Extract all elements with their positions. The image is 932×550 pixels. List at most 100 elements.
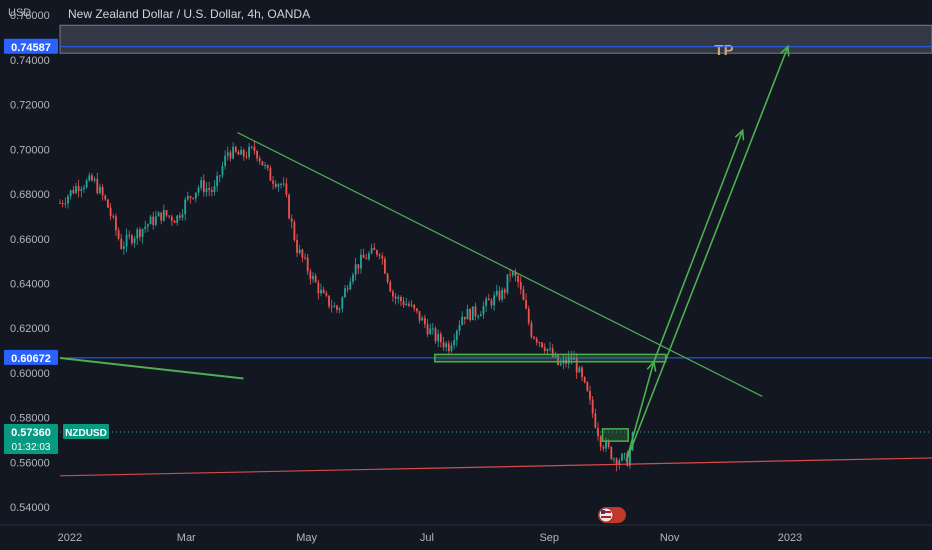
candle-body <box>538 342 541 344</box>
countdown-label: 01:32:03 <box>12 442 51 453</box>
candles <box>59 140 634 472</box>
candle-body <box>264 165 266 167</box>
candle-body <box>317 282 320 294</box>
candle-body <box>349 281 352 290</box>
candle-body <box>208 188 211 191</box>
candle-body <box>224 155 227 167</box>
candle-body <box>91 175 93 181</box>
candle-body <box>274 183 277 187</box>
candle-body <box>192 197 195 199</box>
candle-body <box>288 194 290 219</box>
candle-body <box>162 210 165 221</box>
candle-body <box>479 314 482 317</box>
candle-body <box>615 458 618 465</box>
candle-body <box>282 183 285 185</box>
candle-body <box>205 188 208 193</box>
candle-body <box>586 382 589 392</box>
candle-body <box>67 196 69 204</box>
candle-body <box>344 288 346 298</box>
descending-resistance-line <box>237 132 763 397</box>
candle-body <box>320 289 322 294</box>
candle-body <box>605 441 607 449</box>
candle-body <box>439 333 442 343</box>
candle-body <box>96 178 99 193</box>
candle-body <box>285 183 288 195</box>
candle-body <box>165 210 168 216</box>
candle-body <box>232 146 235 159</box>
candle-body <box>146 224 149 227</box>
candle-body <box>229 152 232 159</box>
candle-body <box>463 316 466 320</box>
candle-body <box>360 254 362 269</box>
candle-body <box>599 436 602 447</box>
axes: 0.76000 0.74000 0.72000 0.70000 0.68000 0.660… <box>0 10 932 544</box>
candle-body <box>354 264 357 275</box>
candle-body <box>535 338 538 343</box>
y-tick-label: 0.74000 <box>10 55 50 67</box>
candle-body <box>168 215 171 217</box>
candle-body <box>533 337 535 339</box>
candle-body <box>413 304 416 309</box>
arrow-up-2-head <box>734 128 745 141</box>
candle-body <box>455 330 458 341</box>
candle-body <box>519 281 522 290</box>
x-tick-label: Sep <box>539 532 559 544</box>
left-green-line-line <box>59 356 244 380</box>
candle-body <box>485 298 488 306</box>
price-unit: USD <box>8 7 32 19</box>
candle-body <box>362 254 365 258</box>
candle-body <box>314 275 317 283</box>
candle-body <box>336 305 338 310</box>
candle-body <box>610 446 613 460</box>
candle-body <box>613 458 615 460</box>
candle-body <box>152 216 155 225</box>
x-tick-label: May <box>296 532 317 544</box>
candle-body <box>631 432 634 451</box>
candle-body <box>304 257 306 259</box>
candle-body <box>423 317 426 325</box>
candle-body <box>594 413 597 428</box>
candle-body <box>386 273 389 282</box>
candle-body <box>368 253 370 259</box>
x-tick-label: Mar <box>177 532 196 544</box>
y-tick-label: 0.62000 <box>10 323 50 335</box>
candle-body <box>506 274 509 293</box>
candle-body <box>389 281 392 292</box>
candle-body <box>618 460 621 465</box>
candle-body <box>136 229 139 239</box>
candle-body <box>469 309 472 321</box>
rising-support-line <box>59 457 932 477</box>
candle-body <box>370 247 373 254</box>
candle-body <box>197 187 200 193</box>
candle-body <box>450 345 453 352</box>
candle-body <box>426 324 429 335</box>
candle-body <box>400 296 402 302</box>
candle-body <box>200 180 203 188</box>
candle-body <box>261 161 264 166</box>
candle-body <box>431 328 434 330</box>
candle-body <box>293 221 296 241</box>
candle-body <box>117 230 120 239</box>
candle-body <box>581 367 583 377</box>
candle-body <box>392 291 394 297</box>
candle-body <box>501 289 504 300</box>
candle-body <box>591 399 594 414</box>
candle-body <box>495 290 498 296</box>
candle-body <box>602 446 605 449</box>
arrow-up-3-head <box>780 44 790 57</box>
candle-body <box>607 441 610 447</box>
us-flag-stripe-icon <box>601 516 611 518</box>
candle-body <box>418 311 421 321</box>
y-tick-label: 0.76000 <box>10 10 50 22</box>
y-tick-label: 0.72000 <box>10 100 50 112</box>
candle-body <box>621 454 623 461</box>
candle-body <box>83 187 85 190</box>
candle-body <box>189 196 192 198</box>
candle-body <box>381 255 384 259</box>
symbol-tag: NZDUSD <box>65 428 107 439</box>
candle-body <box>75 186 77 194</box>
candle-body <box>245 156 248 158</box>
candle-body <box>498 290 501 300</box>
symbol-title[interactable]: New Zealand Dollar / U.S. Dollar, 4h, OA… <box>68 7 311 21</box>
